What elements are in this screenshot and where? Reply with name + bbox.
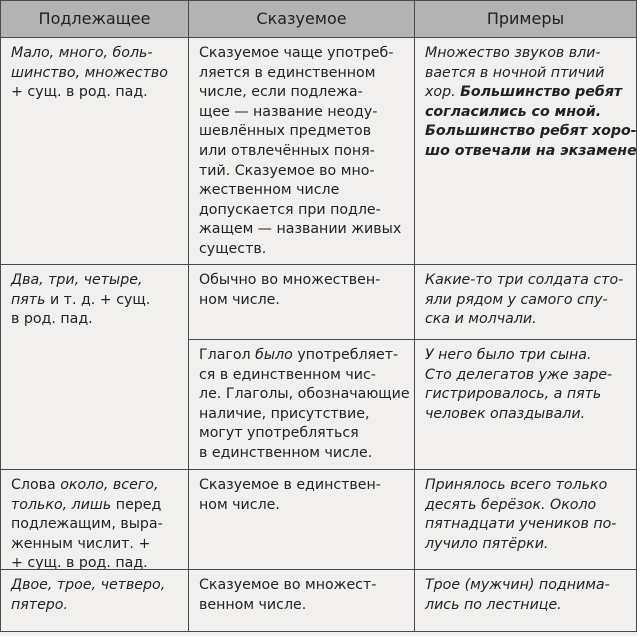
text-line: пять и т. д. + сущ.	[11, 291, 180, 311]
subject-cell: Мало, много, боль-шинство, множество + су…	[0, 38, 189, 265]
text-line: Большинство ребят хоро-	[425, 122, 636, 142]
text-run: около, всего,	[60, 477, 159, 493]
text-line: подлежащим, выра-	[11, 516, 163, 533]
text-line: вается в ночной птичий	[425, 64, 605, 81]
predicate-cell: Обычно во множествен-ном числе.	[189, 265, 415, 340]
text-line: Глагол было употребляет-	[199, 346, 406, 366]
text-line: ле. Глаголы, обозначающие	[199, 386, 410, 403]
text-line: в единственном числе.	[199, 444, 373, 461]
text-line: хор. Большинство ребят	[425, 83, 628, 103]
text-line: лись по лестнице.	[425, 596, 562, 613]
text-line: пятеро.	[11, 596, 68, 613]
example-cell: Трое (мужчин) поднима-лись по лестнице.	[415, 570, 637, 632]
text-line: У него было три сына.	[425, 347, 592, 363]
example-cell: Принялось всего только десять берёзок. Ок…	[415, 470, 637, 570]
text-line: наличие, присутствие,	[199, 405, 370, 422]
subject-cell: Двое, трое, четверо, пятеро.	[0, 570, 189, 632]
predicate-cell: Сказуемое в единствен-ном числе.	[189, 470, 415, 570]
column-header: Подлежащее	[0, 0, 189, 38]
text-line: Обычно во множествен-	[199, 272, 381, 288]
text-line: + сущ. в род. пад.	[11, 555, 148, 570]
text-line: Трое (мужчин) поднима-	[425, 577, 610, 593]
text-line: шинство, множество	[11, 64, 168, 81]
text-line: щее — название неоду-	[199, 103, 378, 120]
example-cell: У него было три сына. Сто делегатов уже з…	[415, 340, 637, 470]
predicate-cell: Сказуемое чаще употреб-ляется в единстве…	[189, 38, 415, 265]
text-run: Большинство ребят	[460, 84, 623, 101]
text-line: Два, три, четыре,	[11, 272, 143, 288]
text-line: Сказуемое в единствен-	[199, 477, 381, 493]
text-line: Сто делегатов уже заре-	[425, 366, 613, 383]
example-cell: Множество звуков вли-вается в ночной пти…	[415, 38, 637, 265]
text-line: только, лишь перед	[11, 496, 180, 516]
text-line: тий. Сказуемое во мно-	[199, 162, 375, 179]
text-run: в род. пад.	[11, 311, 93, 328]
text-line: Сказуемое чаще употреб-	[199, 45, 394, 61]
text-line: жественном числе	[199, 182, 340, 199]
text-line: человек опаздывали.	[425, 405, 586, 422]
predicate-cell: Сказуемое во множест-венном числе.	[189, 570, 415, 632]
text-line: в род. пад.	[11, 310, 180, 330]
text-run: шо отвечали на экзамене.	[425, 142, 637, 159]
text-line: Какие-то три солдата сто-	[425, 272, 624, 288]
text-line: могут употребляться	[199, 425, 359, 442]
predicate-cell: Глагол было употребляет-ся в единственно…	[189, 340, 415, 470]
text-line: Слова около, всего,	[11, 476, 180, 496]
text-line: ся в единственном чис-	[199, 366, 376, 383]
text-run: пять	[11, 291, 46, 308]
subject-cell: Два, три, четыре, пять и т. д. + сущ. в ро…	[0, 265, 189, 470]
text-run: только, лишь	[11, 496, 112, 513]
text-line: + сущ. в род. пад.	[11, 83, 180, 103]
text-run: перед	[111, 496, 162, 513]
text-run: Большинство ребят хоро-	[425, 123, 637, 140]
text-line: шо отвечали на экзамене.	[425, 142, 636, 162]
text-line: гистрировалось, а пять	[425, 386, 602, 403]
text-run: употребляет-	[292, 347, 399, 363]
text-line: числе, если подлежа-	[199, 84, 363, 101]
text-run: согласились со мной.	[425, 103, 602, 120]
text-run: Слова	[11, 477, 61, 493]
subject-cell: Слова около, всего, только, лишь перед под…	[0, 470, 189, 570]
text-run: + сущ. в род. пад.	[11, 84, 148, 101]
text-line: жащем — названии живых	[199, 221, 402, 238]
text-line: десять берёзок. Около	[425, 496, 597, 513]
text-run: хор.	[425, 84, 461, 101]
text-line: Мало, много, боль-	[11, 45, 153, 61]
text-run: и т. д. + сущ.	[45, 291, 151, 308]
text-line: яли рядом у самого спу-	[425, 291, 608, 308]
text-line: Принялось всего только	[425, 477, 608, 493]
text-line: Множество звуков вли-	[425, 45, 601, 61]
text-line: лучило пятёрки.	[425, 535, 549, 552]
text-line: шевлённых предметов	[199, 123, 372, 140]
text-line: пятнадцати учеников по-	[425, 516, 617, 533]
text-line: ном числе.	[199, 496, 280, 513]
text-line: ном числе.	[199, 291, 280, 308]
text-line: венном числе.	[199, 596, 307, 613]
text-line: ляется в единственном	[199, 64, 376, 81]
text-line: ска и молчали.	[425, 311, 537, 328]
text-run: было	[255, 347, 293, 363]
text-line: Сказуемое во множест-	[199, 577, 377, 593]
text-line: допускается при подле-	[199, 201, 381, 218]
column-header: Примеры	[415, 0, 637, 38]
text-line: существ.	[199, 240, 267, 257]
example-cell: Какие-то три солдата сто-яли рядом у сам…	[415, 265, 637, 340]
text-run: Глагол	[199, 347, 256, 363]
text-line: женным числит. +	[11, 535, 151, 552]
text-line: или отвлечённых поня-	[199, 142, 375, 159]
column-header: Сказуемое	[189, 0, 415, 38]
text-line: Двое, трое, четверо,	[11, 577, 166, 593]
text-line: согласились со мной.	[425, 103, 628, 123]
